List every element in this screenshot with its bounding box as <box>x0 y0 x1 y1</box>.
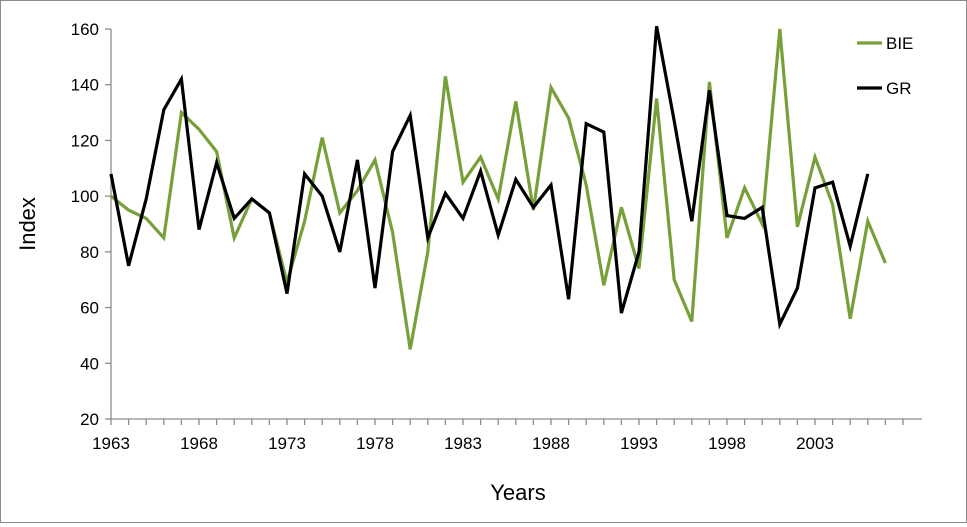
x-tick-label: 1998 <box>708 434 746 453</box>
x-tick-label: 1978 <box>356 434 394 453</box>
y-tick-label: 100 <box>71 187 99 206</box>
axes: 20 40 60 80 100 120 140 160 1963 1968 1973 1978 1983… <box>71 20 922 453</box>
y-axis-title: Index <box>15 197 40 251</box>
legend: BIE GR <box>857 34 913 98</box>
y-tick-label: 80 <box>80 243 99 262</box>
series-line-bie <box>110 28 887 350</box>
legend-label-gr: GR <box>886 79 912 98</box>
x-axis-title: Years <box>490 480 545 505</box>
y-tick-label: 160 <box>71 20 99 39</box>
x-tick-label: 2003 <box>796 434 834 453</box>
x-tick-label: 1968 <box>180 434 218 453</box>
x-tick-label: 1983 <box>444 434 482 453</box>
y-tick-label: 60 <box>80 299 99 318</box>
series-line-gr <box>109 25 870 330</box>
x-tick-label: 1993 <box>620 434 658 453</box>
x-tick-label: 1988 <box>532 434 570 453</box>
x-tick-label: 1963 <box>92 434 130 453</box>
x-tick-label: 1973 <box>268 434 306 453</box>
series-layer <box>109 25 887 350</box>
y-tick-label: 120 <box>71 131 99 150</box>
y-tick-label: 140 <box>71 76 99 95</box>
y-tick-label: 40 <box>80 354 99 373</box>
legend-label-bie: BIE <box>886 34 913 53</box>
y-tick-label: 20 <box>80 410 99 429</box>
